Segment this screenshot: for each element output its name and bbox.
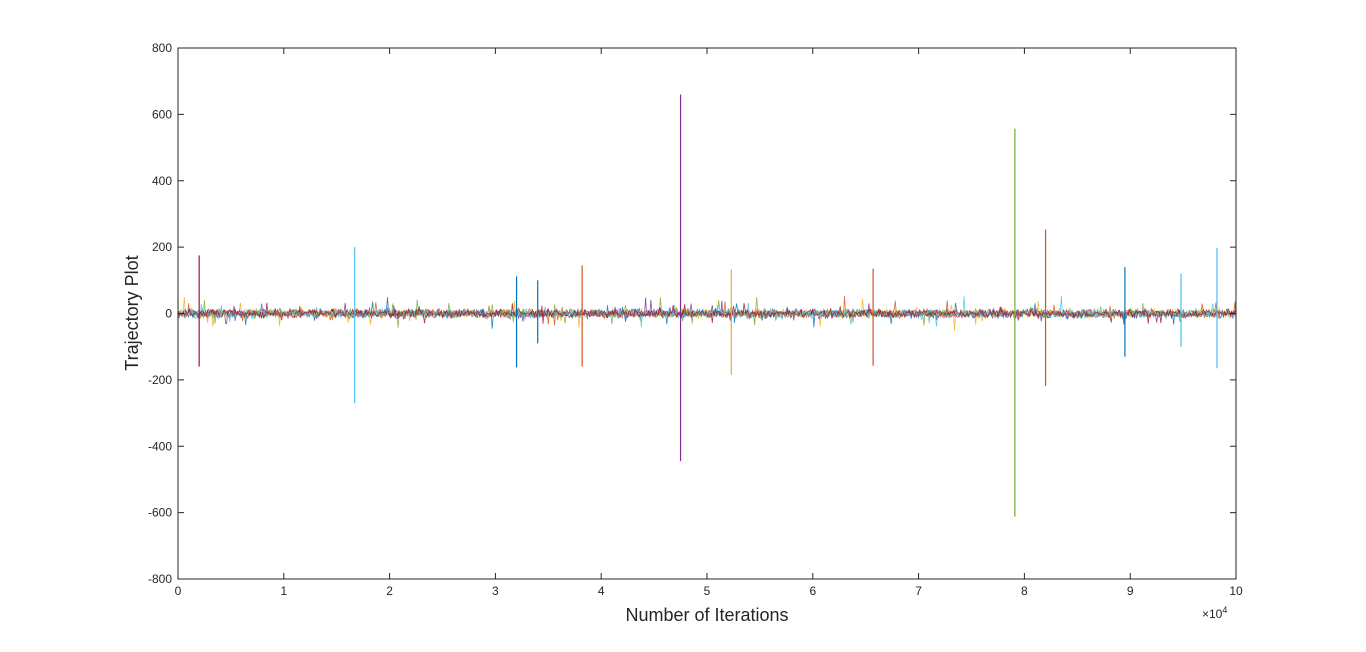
y-tick-label: 0 xyxy=(165,307,172,321)
spike-layer xyxy=(198,94,1218,517)
y-tick-label: -600 xyxy=(148,506,172,520)
y-tick-label: -400 xyxy=(148,439,172,453)
x-tick-label: 6 xyxy=(809,584,816,598)
x-ticks: 0 1 2 3 4 5 6 7 8 9 10 xyxy=(175,48,1243,598)
x-exponent-label: ×104 xyxy=(1202,605,1227,621)
y-tick-label: 400 xyxy=(152,174,172,188)
y-ticks: -800 -600 -400 -200 0 200 400 600 800 xyxy=(148,41,1236,586)
x-tick-label: 9 xyxy=(1127,584,1134,598)
x-tick-label: 2 xyxy=(386,584,393,598)
y-tick-label: -800 xyxy=(148,572,172,586)
y-tick-label: 200 xyxy=(152,240,172,254)
x-axis-title: Number of Iterations xyxy=(625,605,788,625)
x-tick-label: 3 xyxy=(492,584,499,598)
y-tick-label: 600 xyxy=(152,107,172,121)
x-tick-label: 8 xyxy=(1021,584,1028,598)
y-axis-title: Trajectory Plot xyxy=(122,255,142,370)
x-tick-label: 5 xyxy=(704,584,711,598)
x-tick-label: 10 xyxy=(1229,584,1243,598)
x-tick-label: 4 xyxy=(598,584,605,598)
x-tick-label: 1 xyxy=(280,584,287,598)
y-tick-label: -200 xyxy=(148,373,172,387)
y-tick-label: 800 xyxy=(152,41,172,55)
x-tick-label: 7 xyxy=(915,584,922,598)
x-tick-label: 0 xyxy=(175,584,182,598)
